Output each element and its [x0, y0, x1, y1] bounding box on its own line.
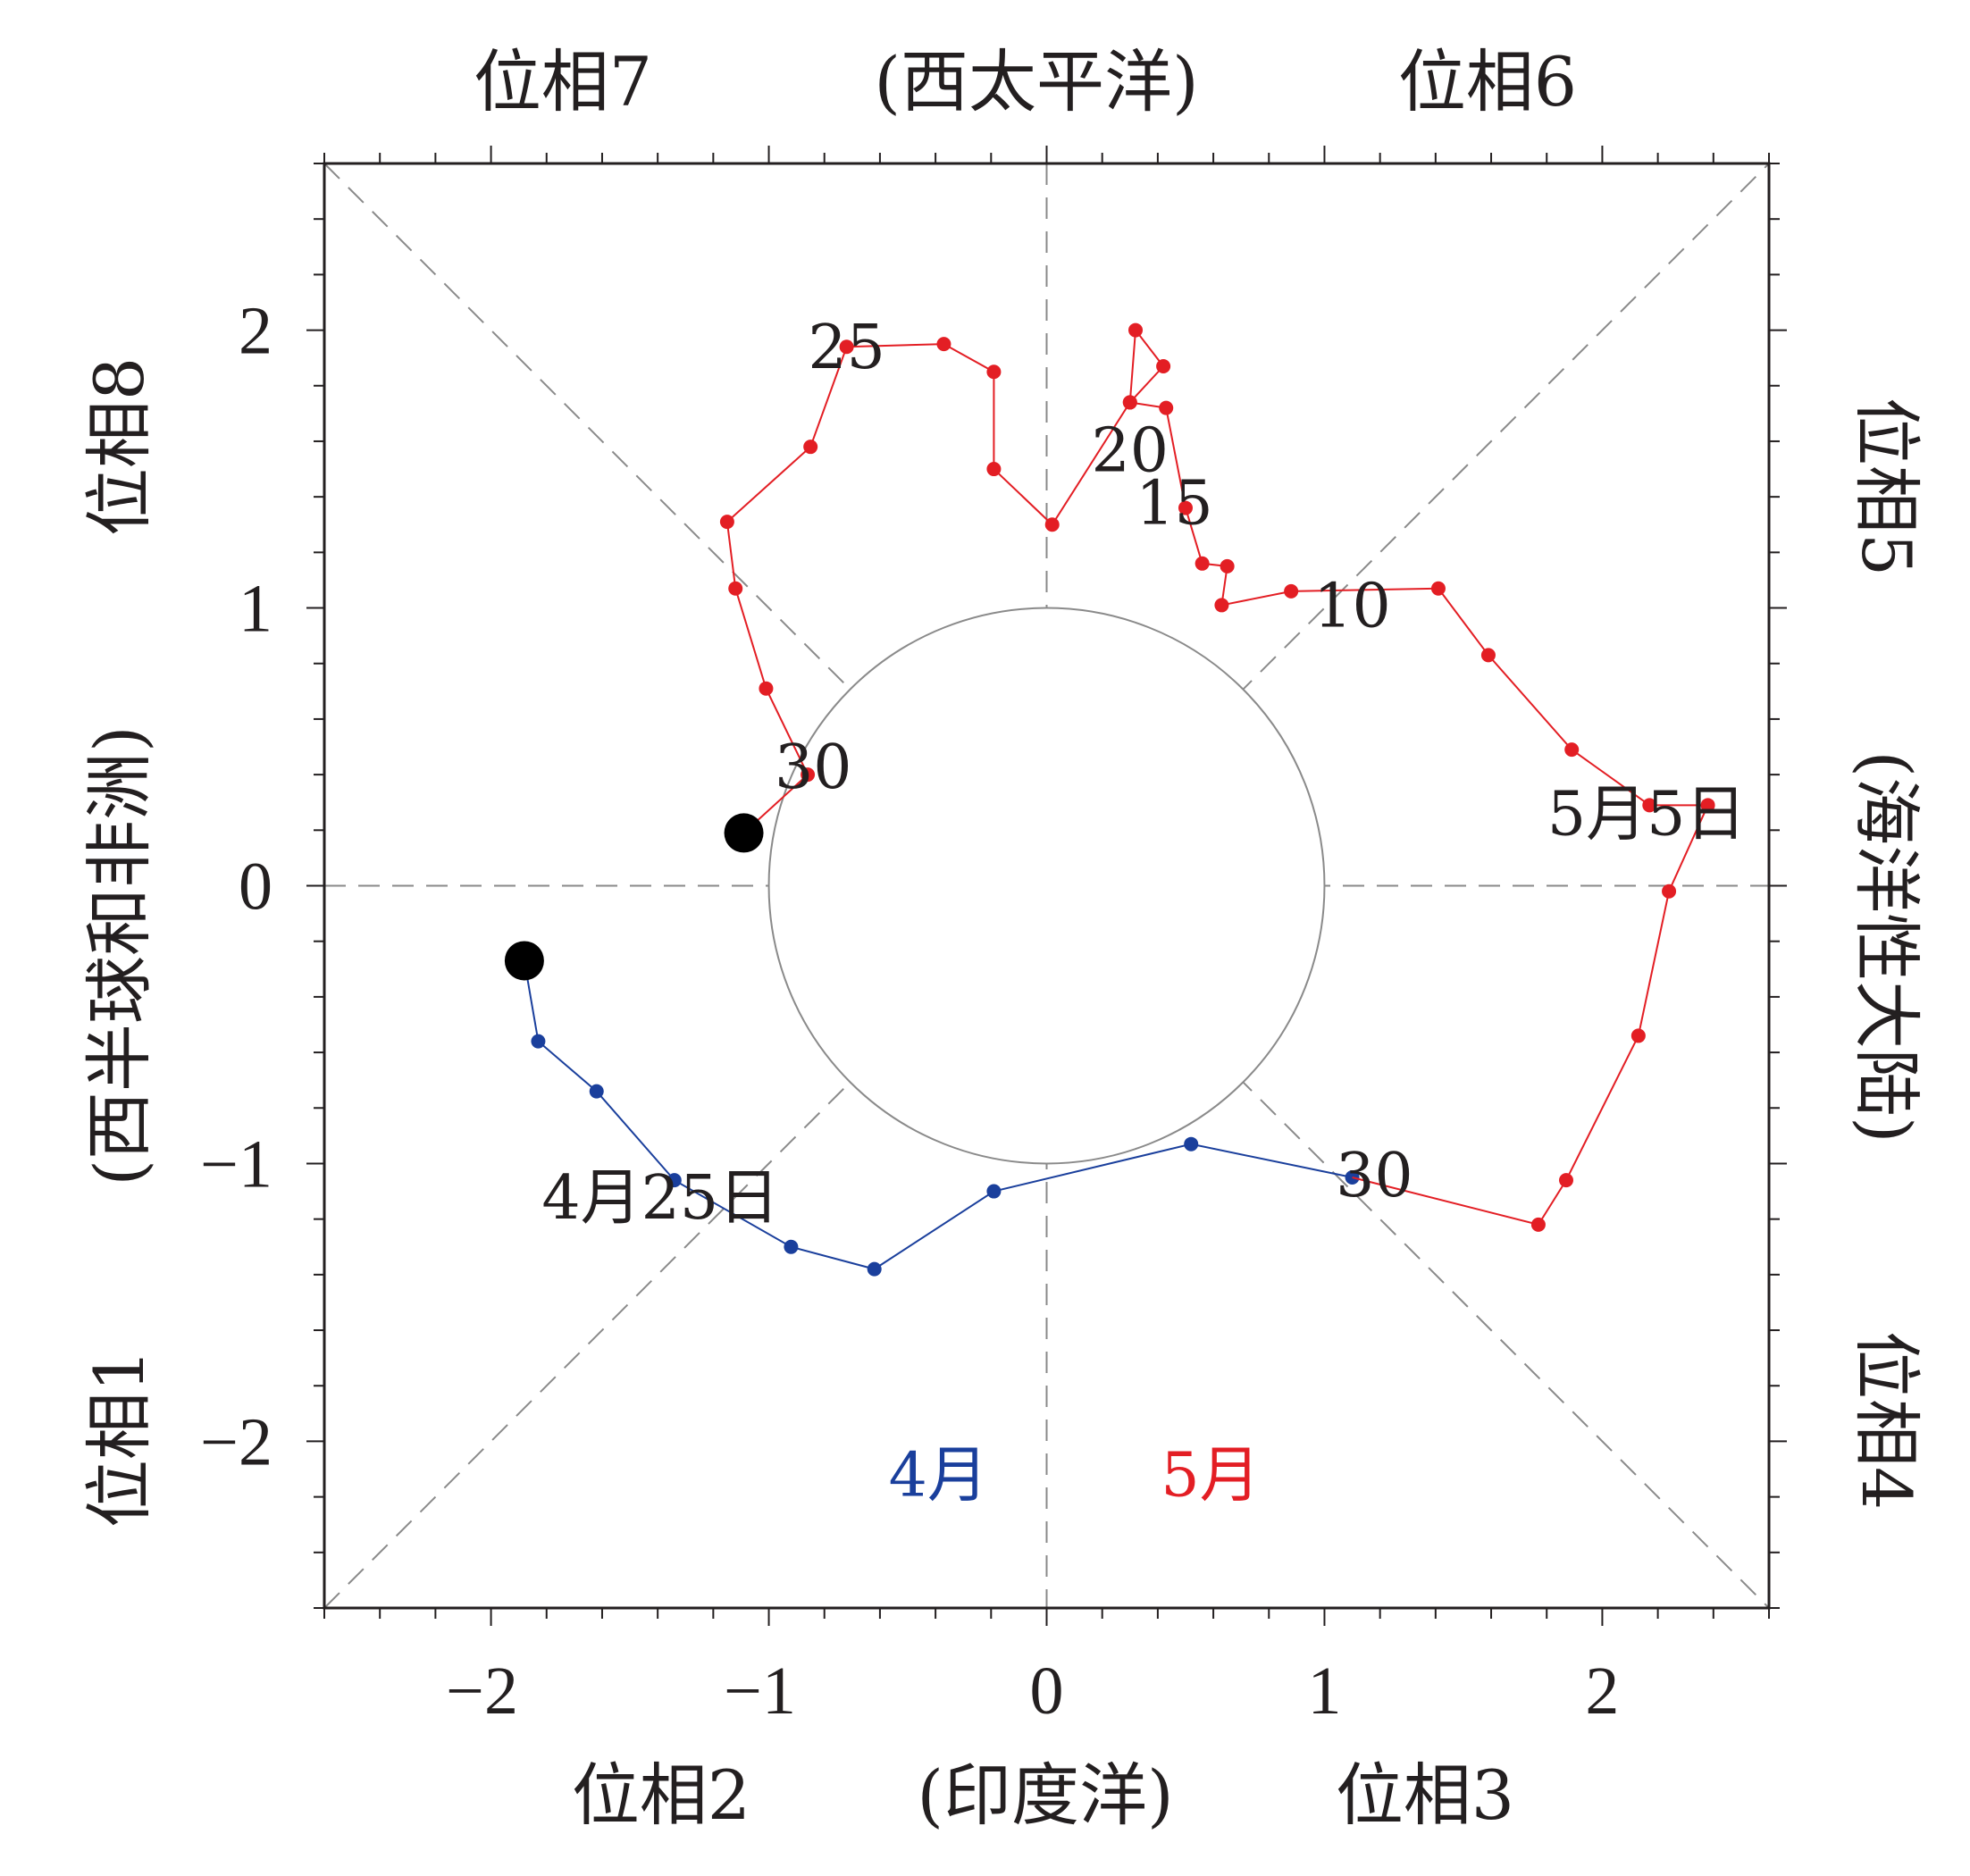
- y-tick-label: 0: [239, 850, 272, 925]
- data-point-april: [784, 1239, 799, 1254]
- unit-circle: [767, 607, 1326, 1165]
- data-point-may: [1195, 556, 1210, 571]
- data-point-may: [1159, 400, 1174, 415]
- data-point-may: [719, 515, 734, 530]
- y-tick-label: −2: [200, 1404, 272, 1479]
- top-region-label: (西太平洋): [874, 42, 1198, 121]
- data-point-may: [1220, 558, 1235, 574]
- data-point-may: [801, 767, 816, 783]
- data-point-may: [1558, 1173, 1573, 1188]
- tick-labels: −2 −1 0 1 2 −2 −1 0 1 2: [200, 294, 1619, 1729]
- data-point-april: [666, 1173, 682, 1188]
- data-point-may: [803, 440, 818, 455]
- y-tick-label: 1: [239, 572, 272, 647]
- data-point-may: [1662, 884, 1677, 899]
- phase1-label: 位相1: [80, 1349, 159, 1528]
- data-point-may: [728, 581, 743, 596]
- start-marker: [724, 813, 764, 853]
- date-annotation: 10: [1313, 571, 1391, 641]
- date-annotation: 15: [1136, 468, 1213, 539]
- y-tick-label: −1: [200, 1126, 272, 1202]
- axis-ticks: [306, 146, 1787, 1626]
- bottom-region-label: (印度洋): [917, 1755, 1173, 1835]
- date-annotation: 30: [775, 733, 852, 803]
- x-tick-label: 2: [1585, 1654, 1619, 1729]
- date-annotation: 25: [808, 313, 885, 383]
- data-point-may: [986, 462, 1002, 477]
- data-point-may: [936, 337, 951, 352]
- data-point-may: [1430, 581, 1446, 596]
- date-annotation: 5月5日: [1547, 780, 1747, 850]
- data-point-may: [1480, 648, 1496, 663]
- data-point-may: [1642, 798, 1657, 813]
- phase4-label: 位相4: [1847, 1331, 1926, 1510]
- data-point-may: [1564, 742, 1580, 758]
- data-point-april: [1184, 1136, 1199, 1152]
- x-tick-label: 1: [1307, 1654, 1341, 1729]
- data-point-may: [1700, 798, 1715, 813]
- data-point-may: [1122, 395, 1137, 410]
- data-point-may: [1530, 1217, 1546, 1232]
- data-point-april: [986, 1184, 1002, 1199]
- data-point-may: [986, 364, 1002, 380]
- data-point-may: [1214, 598, 1229, 613]
- y-tick-label: 2: [239, 294, 272, 369]
- data-point-may: [1284, 583, 1299, 599]
- x-tick-label: 0: [1030, 1654, 1064, 1729]
- phase8-label: 位相8: [80, 357, 159, 536]
- left-region-label: (西半球和非洲): [80, 725, 159, 1185]
- data-point-may: [1044, 517, 1060, 532]
- data-point-may: [1128, 322, 1144, 338]
- data-point-april: [867, 1261, 882, 1277]
- phase5-label: 位相5: [1847, 398, 1926, 576]
- data-point-may: [759, 681, 774, 696]
- date-annotation: 5月: [1161, 1441, 1260, 1512]
- data-point-may: [839, 339, 854, 355]
- phase3-label: 位相3: [1336, 1755, 1514, 1835]
- data-point-may: [1630, 1028, 1646, 1043]
- phase2-label: 位相2: [572, 1755, 750, 1835]
- phase6-label: 位相6: [1398, 42, 1577, 121]
- date-annotation: 30: [1336, 1141, 1413, 1211]
- x-tick-label: −2: [446, 1654, 518, 1729]
- start-markers: [504, 813, 764, 981]
- data-point-april: [531, 1034, 546, 1049]
- reference-lines: [323, 163, 1770, 1609]
- start-marker: [504, 941, 544, 981]
- date-annotation: 4月: [889, 1441, 988, 1512]
- phase7-label: 位相7: [474, 42, 652, 121]
- date-annotation: 20: [1092, 415, 1169, 486]
- series-layer: [523, 322, 1715, 1277]
- data-point-may: [1178, 500, 1193, 515]
- x-tick-label: −1: [724, 1654, 796, 1729]
- data-point-april: [589, 1084, 604, 1099]
- phase-labels: 位相7 (西太平洋) 位相6 位相2 (印度洋) 位相3 位相8 (西半球和非洲…: [80, 42, 1926, 1835]
- data-point-may: [1156, 359, 1171, 374]
- right-region-label: (海洋性大陆): [1847, 750, 1926, 1143]
- date-annotation: 4月25日: [541, 1163, 779, 1234]
